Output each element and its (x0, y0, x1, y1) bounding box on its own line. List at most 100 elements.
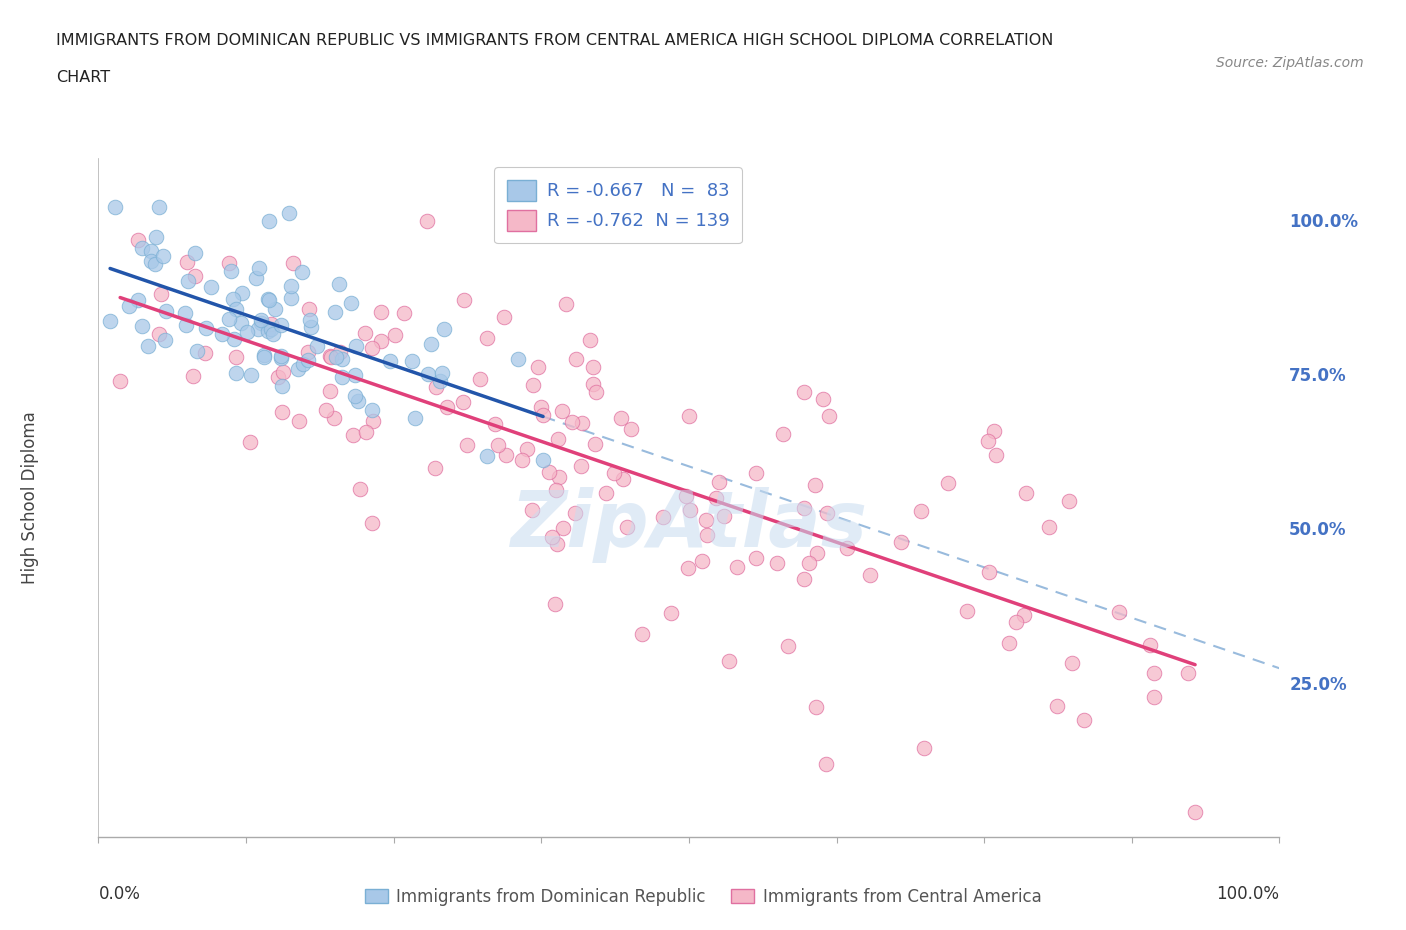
Point (200, 280, 222, 295)
Point (527, 360, 550, 375)
Point (495, 447, 517, 462)
Point (425, 460, 447, 475)
Point (585, 385, 607, 400)
Point (259, 293, 281, 308)
Point (291, 356, 314, 371)
Point (267, 370, 290, 385)
Point (108, 373, 131, 388)
Point (370, 334, 392, 349)
Point (349, 482, 371, 497)
Point (1038, 519, 1060, 534)
Point (815, 505, 838, 520)
Point (1177, 666, 1199, 681)
Point (319, 349, 342, 364)
Point (318, 383, 340, 398)
Point (98, 313, 121, 328)
Point (616, 520, 638, 535)
Point (818, 409, 841, 424)
Point (104, 200, 127, 215)
Legend: R = -0.667   N =  83, R = -0.762  N = 139: R = -0.667 N = 83, R = -0.762 N = 139 (494, 167, 742, 243)
Point (360, 403, 382, 418)
Point (219, 264, 242, 279)
Point (456, 438, 478, 453)
Point (297, 353, 319, 368)
Text: CHART: CHART (56, 70, 110, 85)
Point (127, 293, 149, 308)
Point (1143, 665, 1166, 680)
Point (696, 528, 718, 543)
Point (910, 504, 932, 519)
Point (260, 317, 283, 332)
Point (218, 312, 240, 326)
Point (280, 279, 302, 294)
Point (118, 299, 141, 313)
Point (690, 553, 713, 568)
Point (225, 301, 247, 316)
Point (983, 424, 1005, 439)
Point (815, 757, 838, 772)
Point (343, 389, 366, 404)
Point (725, 560, 748, 575)
Point (257, 292, 280, 307)
Point (418, 366, 440, 381)
Point (1005, 615, 1028, 630)
Point (145, 230, 167, 245)
Point (361, 515, 384, 530)
Point (176, 318, 198, 333)
Point (859, 568, 882, 583)
Point (468, 371, 491, 386)
Point (288, 414, 311, 429)
Point (579, 332, 602, 347)
Point (177, 274, 200, 289)
Point (155, 304, 177, 319)
Point (835, 540, 858, 555)
Point (143, 256, 166, 271)
Point (531, 407, 554, 422)
Point (1015, 485, 1038, 500)
Point (1057, 493, 1080, 508)
Point (271, 405, 294, 419)
Point (793, 500, 815, 515)
Point (256, 324, 278, 339)
Point (211, 326, 233, 341)
Point (793, 385, 815, 400)
Point (131, 240, 153, 255)
Point (659, 605, 682, 620)
Point (494, 310, 516, 325)
Point (984, 448, 1007, 463)
Point (280, 290, 302, 305)
Point (778, 639, 800, 654)
Point (401, 353, 423, 368)
Point (259, 322, 281, 337)
Point (249, 316, 271, 331)
Point (420, 336, 443, 351)
Point (631, 627, 654, 642)
Point (325, 350, 347, 365)
Point (806, 546, 828, 561)
Point (548, 470, 571, 485)
Point (370, 305, 392, 320)
Point (595, 485, 617, 500)
Point (297, 345, 319, 360)
Point (392, 306, 415, 321)
Point (561, 414, 583, 429)
Point (329, 344, 352, 359)
Point (486, 437, 509, 452)
Point (1143, 690, 1166, 705)
Point (384, 327, 406, 342)
Point (429, 374, 451, 389)
Point (240, 367, 263, 382)
Point (678, 408, 700, 423)
Point (148, 200, 170, 215)
Point (571, 415, 593, 430)
Point (270, 317, 292, 332)
Point (1184, 804, 1206, 819)
Point (127, 232, 149, 247)
Point (797, 555, 820, 570)
Point (186, 343, 208, 358)
Text: High School Diploma: High School Diploma (21, 411, 39, 584)
Point (516, 442, 538, 457)
Point (323, 410, 346, 425)
Point (278, 206, 301, 220)
Point (354, 425, 377, 440)
